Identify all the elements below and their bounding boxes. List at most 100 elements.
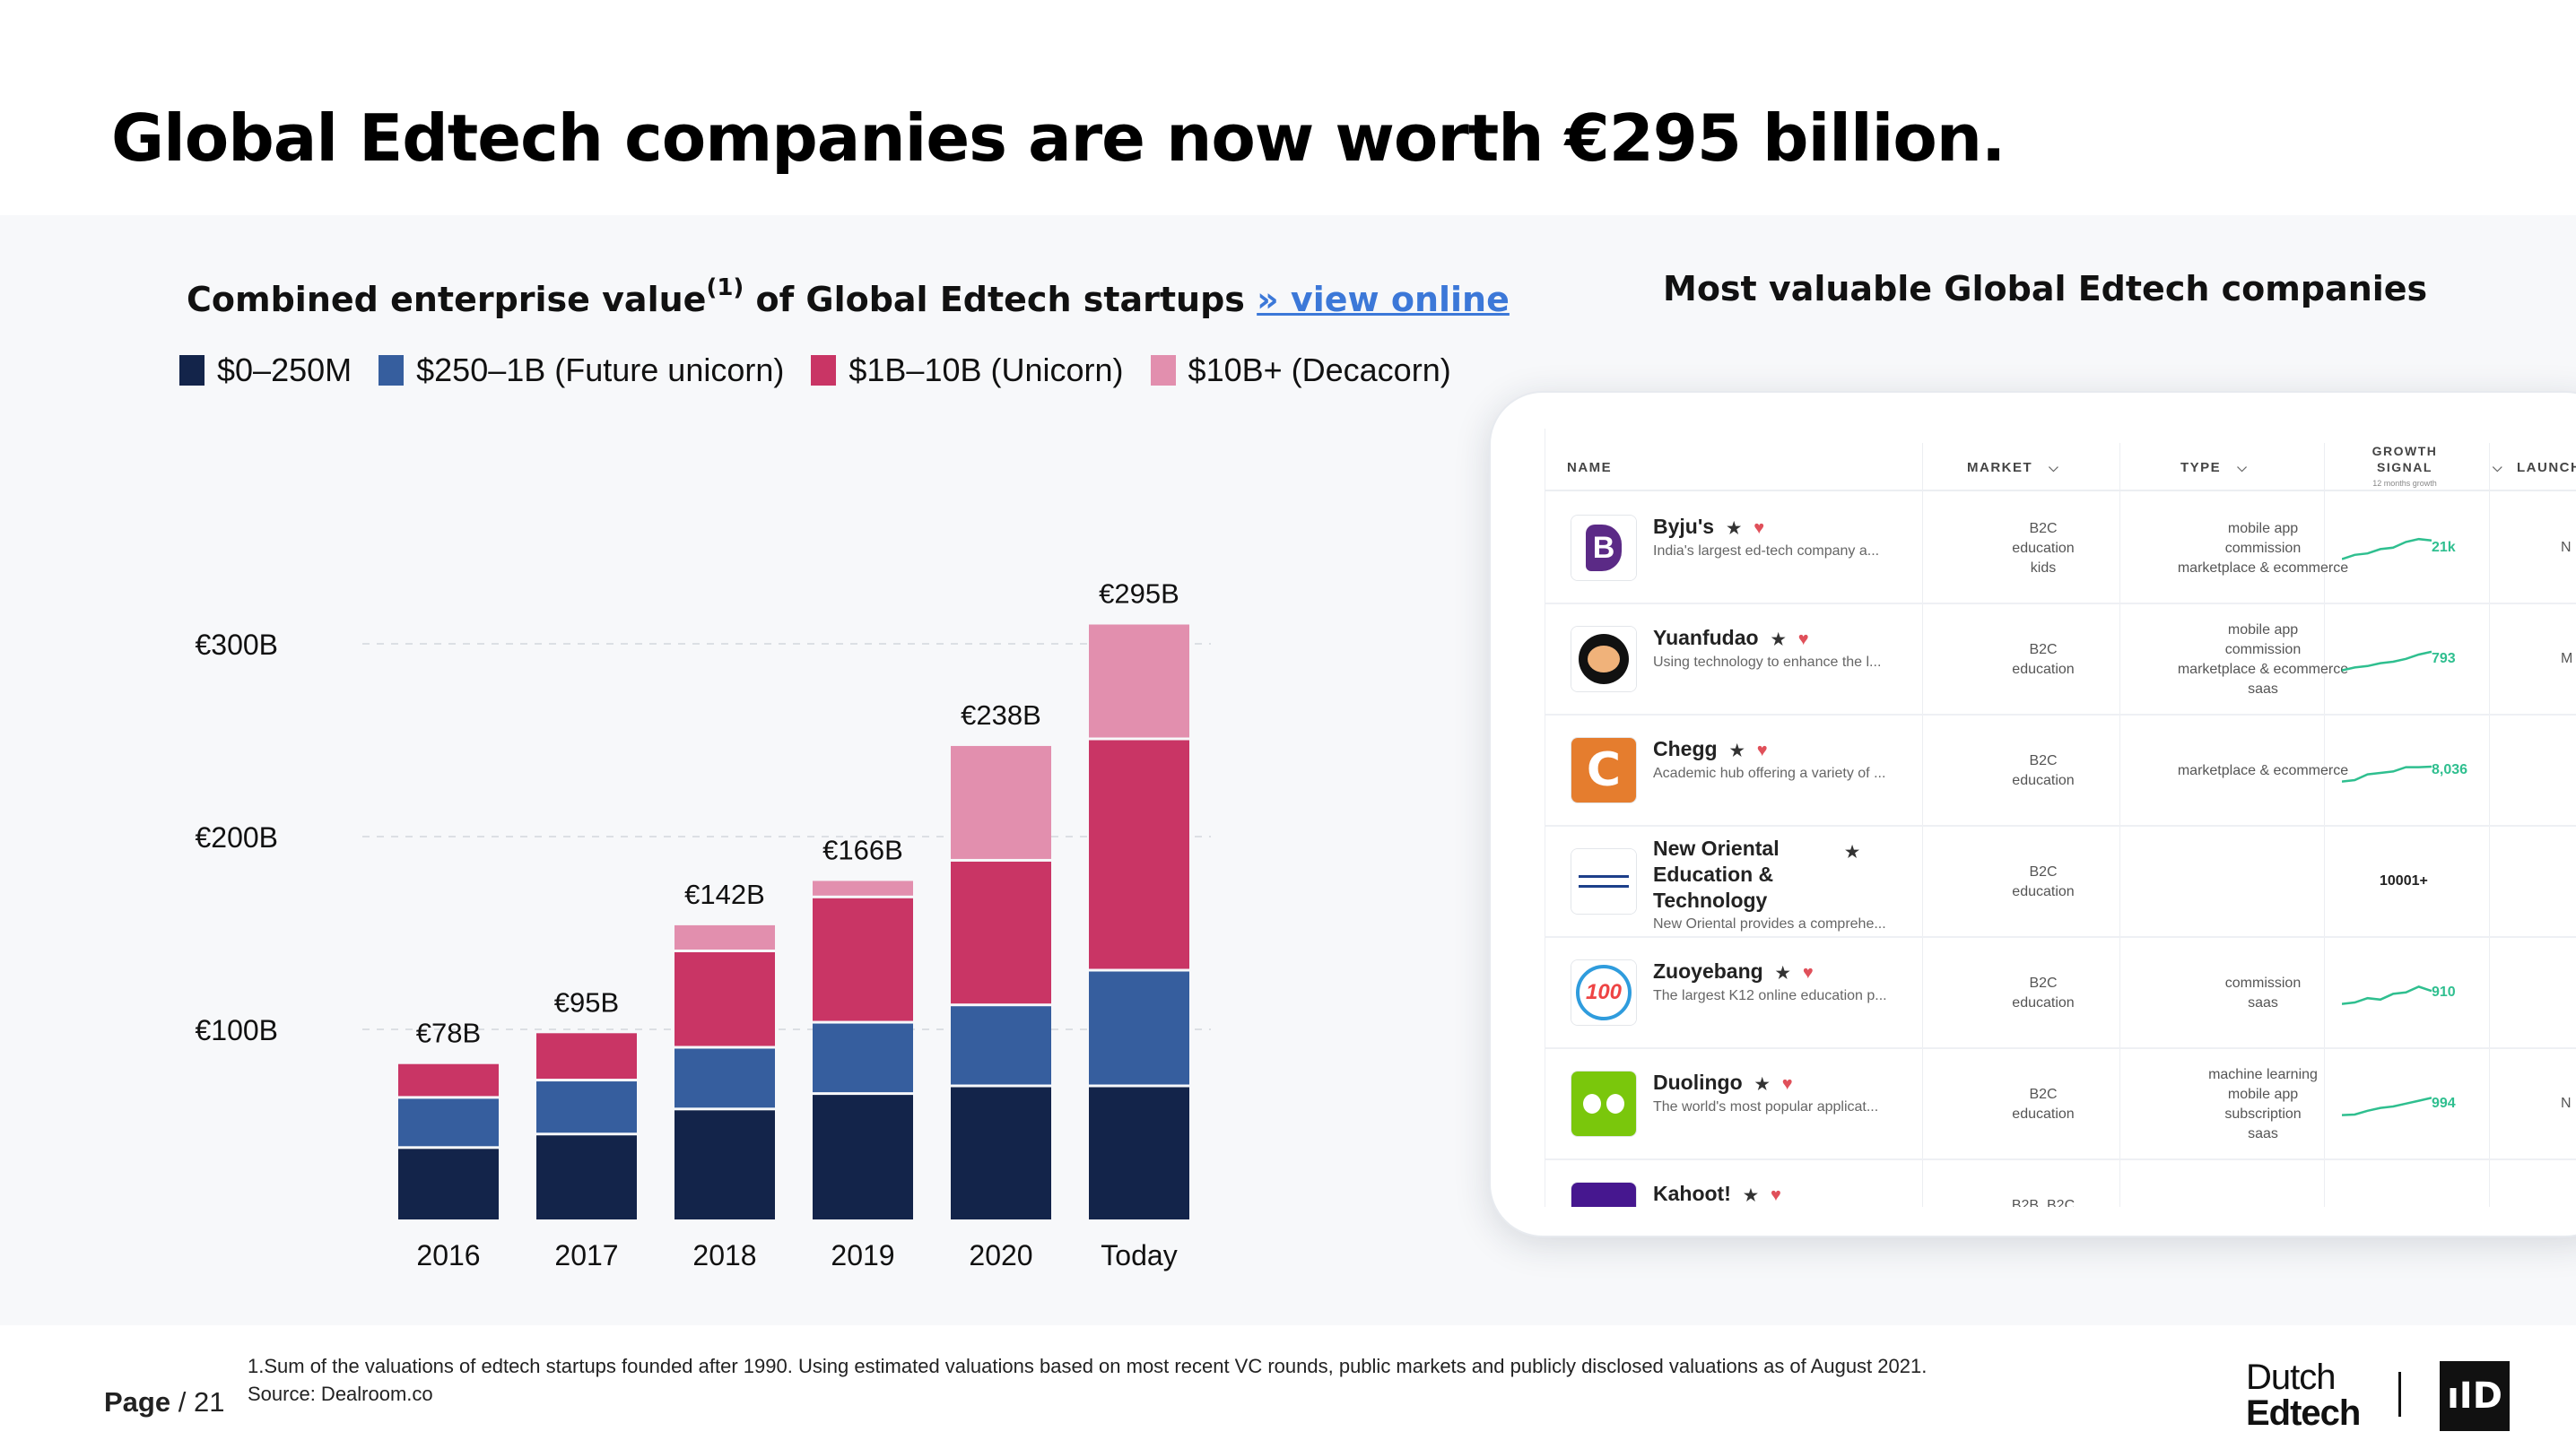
type-cell-line: saas: [2248, 681, 2278, 697]
growth-sparkline: [2342, 1097, 2432, 1116]
star-icon[interactable]: ★: [1771, 630, 1786, 648]
market-cell-line: B2C: [2029, 753, 2058, 768]
heart-icon[interactable]: ♥: [1781, 1074, 1793, 1094]
table-row[interactable]: C Chegg ★ ♥ Academic hub offering a variety …: [1545, 716, 2576, 827]
chart-title-suffix: of Global Edtech startups: [744, 280, 1258, 319]
x-tick-label: 2020: [969, 1239, 1032, 1271]
bar-segment: [813, 1095, 913, 1219]
star-icon[interactable]: ★: [1775, 964, 1790, 982]
bar-segment: [398, 1149, 499, 1219]
chevron-down-icon: ⌵: [2493, 459, 2504, 474]
heart-icon[interactable]: ♥: [1756, 741, 1768, 760]
company-name[interactable]: Duolingo ★ ♥: [1653, 1071, 1793, 1095]
x-tick-label: 2017: [554, 1239, 618, 1271]
company-name-text: Chegg: [1653, 737, 1718, 760]
growth-sparkline: [2342, 765, 2432, 783]
launch-value: M: [2561, 651, 2573, 666]
bar-segment: [398, 1098, 499, 1147]
star-icon[interactable]: ★: [1754, 1075, 1770, 1093]
launch-value: N: [2561, 540, 2572, 555]
company-name-text: New Oriental Education & Technology: [1653, 837, 1780, 912]
bar-segment: [674, 1048, 775, 1108]
view-online-link[interactable]: » view online: [1257, 280, 1510, 319]
header-name[interactable]: NAME: [1567, 459, 1613, 475]
bar-total-label: €78B: [416, 1018, 481, 1049]
header-market[interactable]: MARKET ⌵: [1967, 459, 2060, 475]
company-name[interactable]: Zuoyebang ★ ♥: [1653, 959, 1814, 984]
heart-icon[interactable]: ♥: [1797, 629, 1809, 649]
type-cell: commission saas: [2110, 974, 2415, 1013]
brand-line-2: Edtech: [2246, 1393, 2361, 1433]
market-cell-line: education: [2012, 1106, 2075, 1122]
company-name[interactable]: Yuanfudao ★ ♥: [1653, 626, 1809, 650]
table-row[interactable]: Yuanfudao ★ ♥ Using technology to enhance t…: [1545, 604, 2576, 716]
bar-segment: [536, 1033, 637, 1080]
table-row[interactable]: Duolingo ★ ♥ The world's most popular appli…: [1545, 1049, 2576, 1160]
company-name[interactable]: New Oriental Education & Technology ★: [1653, 836, 1859, 914]
y-tick-label: €200B: [195, 821, 278, 854]
legend-label: $250–1B (Future unicorn): [416, 351, 785, 388]
source-text: Source: Dealroom.co: [248, 1383, 433, 1405]
header-growth-signal[interactable]: GROWTH SIGNAL 12 months growth: [2371, 444, 2438, 488]
company-name-text: Yuanfudao: [1653, 626, 1759, 649]
bar-segment: [674, 952, 775, 1046]
header-type[interactable]: TYPE ⌵: [2180, 459, 2249, 475]
market-cell: B2C education: [1931, 974, 2155, 1013]
legend-swatch: [811, 355, 837, 386]
yuanfudao-logo: [1571, 626, 1637, 692]
legend-swatch: [1150, 355, 1176, 386]
heart-icon[interactable]: ♥: [1771, 1185, 1781, 1205]
type-cell-line: mobile app: [2227, 622, 2299, 638]
table-row[interactable]: Kahoot! ★ ♥ B2B, B2Cgaming: [1545, 1160, 2576, 1207]
bar-segment: [951, 861, 1051, 1004]
bar-total-label: €142B: [684, 879, 765, 910]
company-name[interactable]: Byju's ★ ♥: [1653, 515, 1764, 539]
legend-item: $1B–10B (Unicorn): [811, 351, 1124, 389]
heart-icon[interactable]: ♥: [1802, 963, 1814, 983]
star-icon[interactable]: ★: [1845, 843, 1860, 861]
type-cell: mobile app commission marketplace & ecomme…: [2110, 519, 2415, 578]
growth-value: 21k: [2432, 540, 2456, 555]
bar-segment: [951, 1006, 1051, 1085]
growth-sparkline: [2342, 650, 2432, 672]
market-cell-line: kids: [2030, 560, 2057, 576]
type-cell: mobile app commission marketplace & ecomme…: [2110, 620, 2415, 699]
company-description: New Oriental provides a comprehe...: [1653, 916, 1886, 932]
market-cell-line: education: [2012, 884, 2075, 899]
y-tick-label: €100B: [195, 1014, 278, 1046]
star-icon[interactable]: ★: [1743, 1186, 1759, 1204]
table-row[interactable]: B Byju's ★ ♥ India's largest ed-tech company…: [1545, 493, 2576, 604]
stacked-bar-chart: €100B €200B €300B €78B 2016 €95B 2017 €142B 2018…: [195, 578, 1211, 1271]
duolingo-logo: [1571, 1071, 1637, 1137]
table-row[interactable]: New Oriental Education & Technology ★ New …: [1545, 827, 2576, 938]
company-name[interactable]: Kahoot! ★ ♥: [1653, 1182, 1781, 1206]
market-cell: B2C education: [1931, 863, 2155, 902]
market-cell-line: B2C: [2029, 642, 2058, 657]
star-icon[interactable]: ★: [1729, 742, 1745, 759]
footnote-text: 1.Sum of the valuations of edtech startu…: [248, 1355, 1928, 1377]
x-tick-label: 2016: [416, 1239, 480, 1271]
star-icon[interactable]: ★: [1727, 519, 1742, 537]
chart-title: Combined enterprise value(1) of Global E…: [187, 274, 1510, 319]
growth-value: 10001+: [2380, 873, 2428, 889]
bar-total-label: €95B: [554, 986, 619, 1018]
company-name[interactable]: Chegg ★ ♥: [1653, 737, 1768, 761]
market-cell: B2C education kids: [1931, 519, 2155, 578]
type-cell-line: commission: [2224, 642, 2302, 657]
type-cell-line: commission: [2224, 541, 2302, 556]
header-launch[interactable]: LAUNCH: [2517, 459, 2576, 475]
chevron-down-icon: ⌵: [2049, 459, 2060, 474]
dutch-edtech-logo: ıID: [2440, 1361, 2510, 1431]
heart-icon[interactable]: ♥: [1754, 518, 1765, 538]
company-description: India's largest ed-tech company a...: [1653, 543, 1880, 559]
market-cell-line: education: [2012, 995, 2075, 1011]
growth-chevron[interactable]: ⌵: [2476, 443, 2503, 491]
type-cell: marketplace & ecommerce: [2110, 761, 2415, 781]
growth-sparkline: [2342, 985, 2432, 1005]
growth-value: 793: [2432, 651, 2456, 666]
company-description: The largest K12 online education p...: [1653, 988, 1887, 1003]
chevron-down-icon: ⌵: [2237, 459, 2249, 474]
bar-segment: [1089, 740, 1189, 969]
table-row[interactable]: 100 Zuoyebang ★ ♥ The largest K12 online edu…: [1545, 938, 2576, 1049]
table-header: NAME MARKET ⌵ TYPE ⌵ GROWTH SIGNAL 12 mont…: [1545, 443, 2576, 491]
